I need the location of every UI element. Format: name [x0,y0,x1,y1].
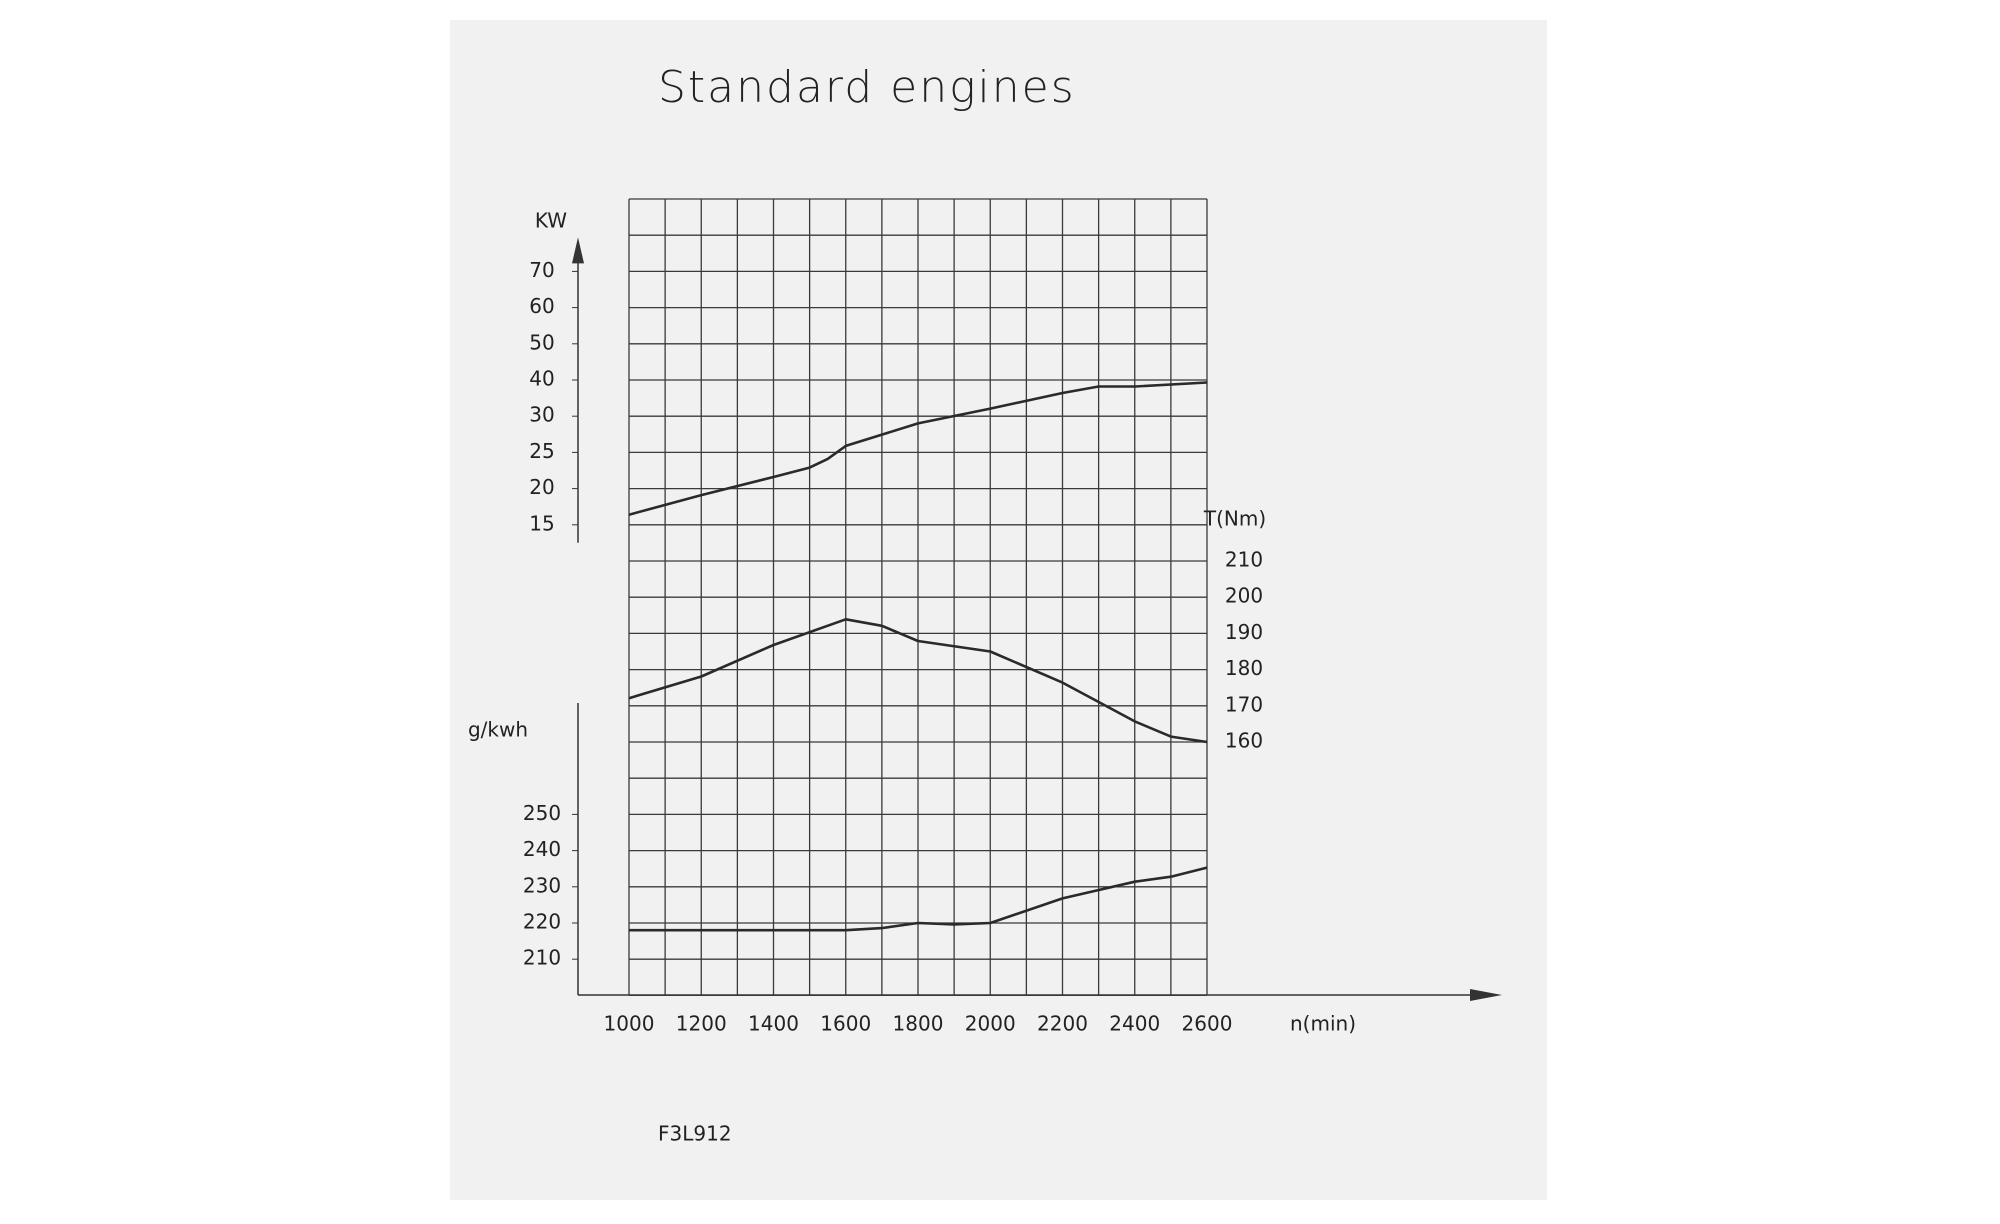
x-tick-label: 1600 [820,1012,871,1036]
y-axis-label: KW [535,209,567,233]
model-label: F3L912 [658,1122,732,1146]
y-tick-label: 250 [523,801,561,825]
y-tick-label: 200 [1225,584,1263,608]
x-tick-label: 1000 [604,1012,655,1036]
y-tick-label: 25 [529,439,554,463]
y-tick-label: 230 [523,873,561,897]
y-tick-label: 210 [1225,548,1263,572]
y-tick-label: 180 [1225,656,1263,680]
curve [628,617,1208,744]
x-tick-label: 1400 [748,1012,799,1036]
y-tick-label: 70 [529,258,554,282]
kw-axis-arrow [572,237,584,264]
chart-title: Standard engines [658,62,1076,113]
y-tick-label: 50 [529,330,554,354]
y-tick-label: 170 [1225,692,1263,716]
y-tick-label: 40 [529,367,554,391]
y-tick-label: 60 [529,294,554,318]
y-tick-label: 15 [529,511,554,535]
y-tick-label: 30 [529,403,554,427]
x-axis-label: n(min) [1290,1012,1356,1036]
x-axis-arrow [1470,989,1502,1001]
curve [629,866,1208,932]
y-axis-label: T(Nm) [1203,507,1266,531]
y-tick-label: 190 [1225,620,1263,644]
x-tick-label: 2600 [1182,1012,1233,1036]
x-tick-label: 1200 [676,1012,727,1036]
x-tick-label: 2200 [1037,1012,1088,1036]
y-axis-label: g/kwh [468,718,528,742]
x-tick-label: 2400 [1109,1012,1160,1036]
y-tick-label: 240 [523,837,561,861]
paper [450,20,1547,1200]
curve [628,381,1208,516]
y-tick-label: 220 [523,910,561,934]
y-tick-label: 160 [1225,729,1263,753]
y-tick-label: 20 [529,475,554,499]
x-tick-label: 2000 [965,1012,1016,1036]
x-tick-label: 1800 [893,1012,944,1036]
y-tick-label: 210 [523,946,561,970]
